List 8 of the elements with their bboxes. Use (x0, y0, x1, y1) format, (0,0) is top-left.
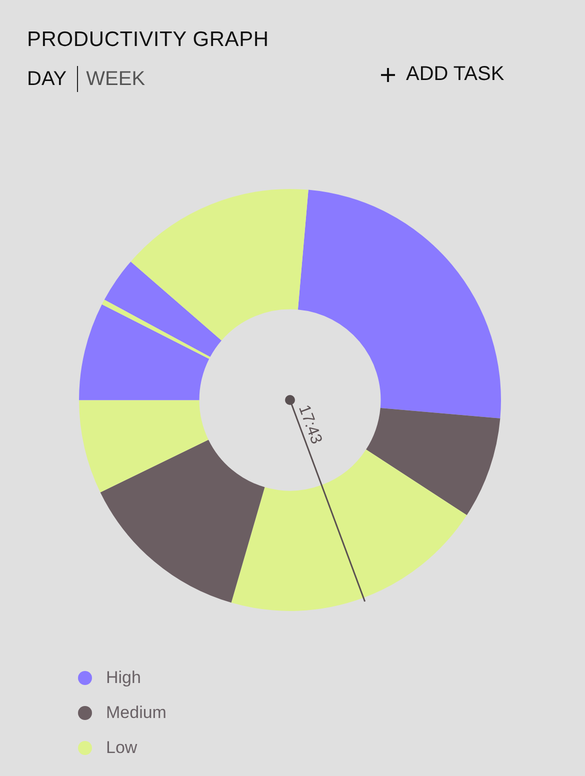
legend-label: High (106, 668, 141, 688)
chart-title: PRODUCTIVITY GRAPH (27, 28, 269, 52)
text: WEEK (86, 68, 146, 90)
legend-label: Medium (106, 702, 166, 722)
text: 17:43 (294, 402, 325, 446)
text: ADD TASK (406, 63, 504, 86)
legend-label: Low (106, 738, 138, 758)
text: DAY (27, 68, 67, 90)
